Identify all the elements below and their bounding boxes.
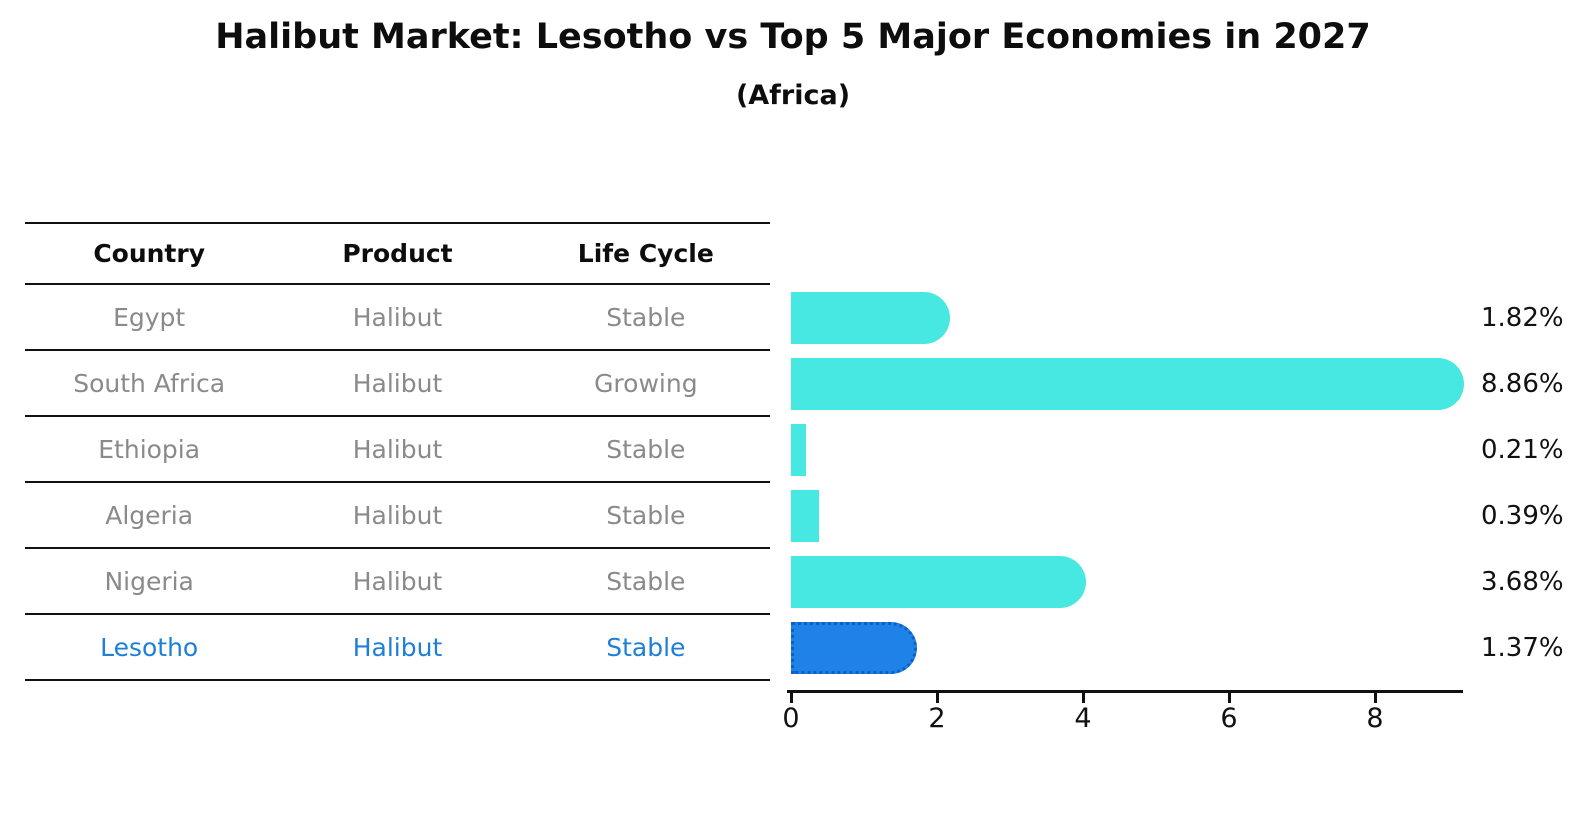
table-cell-life-cycle: Growing bbox=[594, 368, 698, 398]
table-row-nigeria: Nigeria Halibut Stable bbox=[25, 549, 770, 615]
x-tick-label: 6 bbox=[1220, 703, 1238, 734]
table-cell-product: Halibut bbox=[352, 302, 443, 332]
chart-subtitle: (Africa) bbox=[735, 80, 851, 111]
x-tick-label: 0 bbox=[782, 703, 800, 734]
table-cell-country: Algeria bbox=[105, 500, 194, 530]
table-cell-country: South Africa bbox=[73, 368, 226, 398]
table-row-egypt: Egypt Halibut Stable bbox=[25, 285, 770, 351]
table-cell-product: Halibut bbox=[352, 566, 443, 596]
table-cell-life-cycle: Stable bbox=[606, 566, 686, 596]
table-cell-product: Halibut bbox=[352, 434, 443, 464]
table-row-ethiopia: Ethiopia Halibut Stable bbox=[25, 417, 770, 483]
x-tick bbox=[1374, 693, 1377, 703]
table-cell-product: Halibut bbox=[352, 368, 443, 398]
bar-south-africa bbox=[791, 358, 1464, 410]
table-cell-life-cycle: Stable bbox=[606, 632, 686, 662]
x-axis bbox=[787, 690, 1463, 693]
bar-algeria bbox=[791, 490, 819, 542]
table-cell-product: Halibut bbox=[352, 500, 443, 530]
column-header-country: Country bbox=[93, 239, 206, 268]
x-tick bbox=[1082, 693, 1085, 703]
table-cell-country: Ethiopia bbox=[98, 434, 201, 464]
table-cell-life-cycle: Stable bbox=[606, 302, 686, 332]
bar-nigeria bbox=[791, 556, 1086, 608]
value-label-ethiopia: 0.21% bbox=[1481, 435, 1564, 465]
x-tick bbox=[790, 693, 793, 703]
x-tick-label: 4 bbox=[1074, 703, 1092, 734]
table-cell-product: Halibut bbox=[352, 632, 443, 662]
bar-ethiopia bbox=[791, 424, 806, 476]
country-table: Country Product Life Cycle Egypt Halibut Sta… bbox=[25, 222, 770, 681]
column-header-product: Product bbox=[342, 239, 453, 268]
table-cell-country: Egypt bbox=[113, 302, 186, 332]
table-row-south-africa: South Africa Halibut Growing bbox=[25, 351, 770, 417]
table-cell-country: Nigeria bbox=[104, 566, 194, 596]
x-tick-label: 2 bbox=[928, 703, 946, 734]
x-tick bbox=[936, 693, 939, 703]
bar-lesotho bbox=[791, 622, 917, 674]
table-row-lesotho: Lesotho Halibut Stable bbox=[25, 615, 770, 681]
table-cell-life-cycle: Stable bbox=[606, 500, 686, 530]
chart-title: Halibut Market: Lesotho vs Top 5 Major E… bbox=[215, 17, 1371, 57]
table-cell-life-cycle: Stable bbox=[606, 434, 686, 464]
table-row-algeria: Algeria Halibut Stable bbox=[25, 483, 770, 549]
value-label-egypt: 1.82% bbox=[1481, 303, 1564, 333]
table-header-row: Country Product Life Cycle bbox=[25, 222, 770, 285]
x-tick-label: 8 bbox=[1366, 703, 1384, 734]
x-tick bbox=[1228, 693, 1231, 703]
value-label-south-africa: 8.86% bbox=[1481, 369, 1564, 399]
value-label-algeria: 0.39% bbox=[1481, 501, 1564, 531]
value-label-lesotho: 1.37% bbox=[1481, 633, 1564, 663]
value-label-nigeria: 3.68% bbox=[1481, 567, 1564, 597]
column-header-life-cycle: Life Cycle bbox=[577, 239, 714, 268]
bar-egypt bbox=[791, 292, 950, 344]
table-cell-country: Lesotho bbox=[100, 632, 199, 662]
table-body: Egypt Halibut Stable South Africa Halibut Gro… bbox=[25, 285, 770, 681]
